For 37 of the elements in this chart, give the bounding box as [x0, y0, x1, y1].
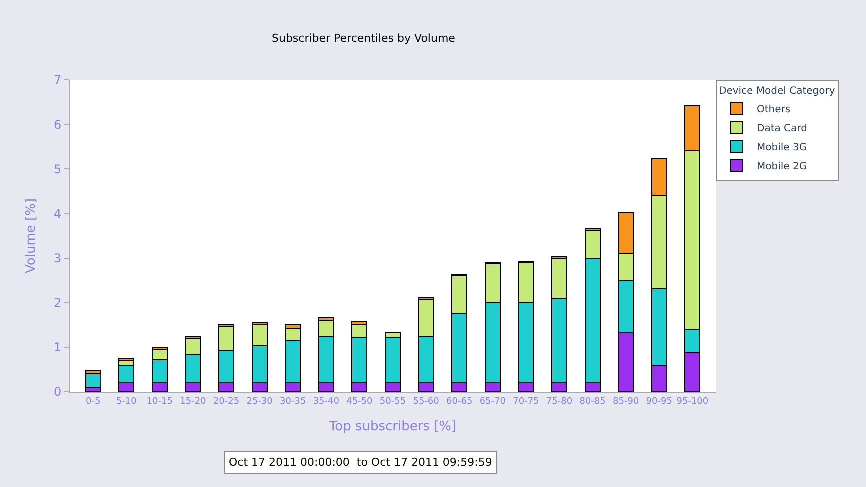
y-tick-label: 4 — [54, 206, 62, 221]
x-tick-label: 25-30 — [246, 396, 274, 407]
x-tick-label: 85-90 — [613, 396, 640, 407]
x-tick-label: 65-70 — [480, 396, 506, 407]
text: Oct 17 2011 00:00:00 to Oct 17 2011 09:59:59 — [229, 456, 492, 469]
x-tick-label: 10-15 — [146, 396, 173, 407]
legend-label: Data Card — [757, 123, 808, 134]
x-axis-title: Top subscribers [%] — [328, 419, 457, 434]
x-tick-label: 35-40 — [313, 396, 340, 407]
y-tick-label: 3 — [54, 251, 62, 266]
y-tick-label: 7 — [54, 73, 62, 88]
x-tick-label: 30-35 — [280, 396, 306, 407]
legend-label: Mobile 2G — [757, 161, 808, 172]
y-tick-label: 6 — [54, 118, 62, 132]
x-tick-label: 55-60 — [413, 396, 440, 407]
x-tick-label: 45-50 — [346, 396, 374, 407]
x-tick-label: 60-65 — [446, 396, 473, 407]
y-axis-title: Volume [%] — [24, 198, 39, 274]
bar — [85, 374, 102, 388]
chart-title: Subscriber Percentiles by Volume — [272, 32, 456, 45]
x-tick-label: 5-10 — [116, 396, 138, 407]
x-tick-label: 95-100 — [676, 396, 709, 407]
legend-label: Mobile 3G — [757, 142, 808, 154]
x-tick-label: 75-80 — [546, 396, 573, 407]
x-tick-label: 90-95 — [646, 396, 672, 407]
x-tick-label: 80-85 — [580, 396, 606, 407]
x-tick-label: 20-25 — [213, 396, 240, 407]
x-tick-label: 50-55 — [380, 396, 406, 407]
y-tick-label: 2 — [54, 296, 62, 310]
y-tick-label: 0 — [54, 385, 62, 400]
legend-label: Others — [757, 104, 791, 116]
x-tick-label: 70-75 — [513, 396, 540, 407]
y-tick-label: 1 — [54, 340, 62, 355]
x-tick-label: 0-5 — [86, 396, 101, 407]
y-tick-label: 5 — [54, 162, 62, 176]
legend-title: Device Model Category — [719, 86, 836, 97]
x-tick-label: 15-20 — [180, 396, 207, 407]
